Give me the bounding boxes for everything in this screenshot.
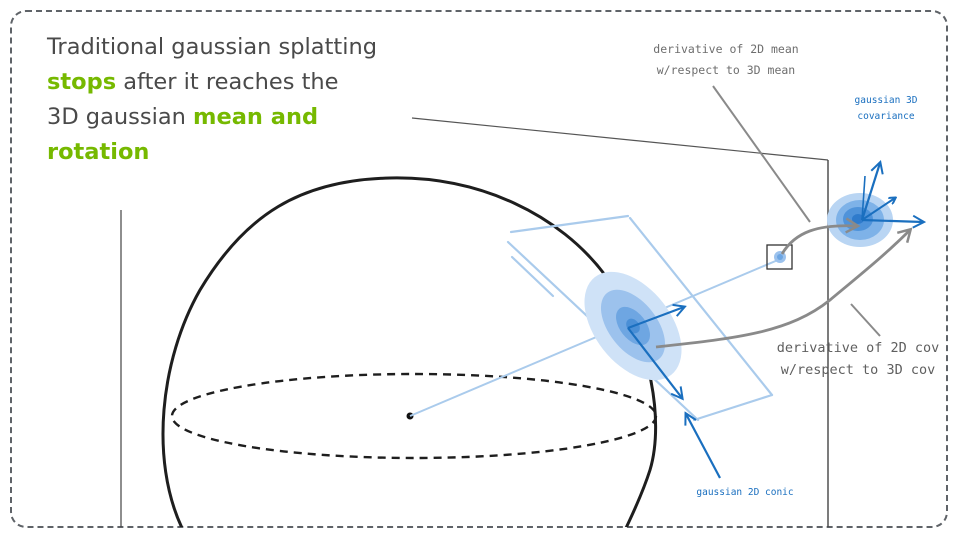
cov-derivative-label-line2: w/respect to 3D cov: [781, 362, 935, 378]
mean-derivative-label-line1: derivative of 2D mean: [653, 42, 798, 56]
dashed-frame: [10, 10, 948, 528]
mean-derivative-leader: [712, 85, 811, 223]
conic-label: gaussian 2D conic: [696, 487, 793, 498]
conic-label-arrow: [686, 414, 721, 479]
cov3d-label-line2: covariance: [857, 111, 914, 122]
headline-part-1: Traditional gaussian splatting: [47, 34, 378, 60]
mean-2d-dot-core: [777, 254, 783, 260]
cov-derivative-label-line1: derivative of 2D cov: [777, 340, 940, 356]
sphere-outline: [161, 176, 658, 527]
sphere-equator: [170, 372, 658, 460]
conic-axis-up: [627, 307, 684, 330]
mean-derivative-label-line2: w/respect to 3D mean: [657, 63, 795, 77]
cov3d-label-line1: gaussian 3D: [855, 95, 918, 106]
conic-axis-down: [627, 327, 682, 398]
headline-part-2: after it reaches the 3D gaussian: [47, 69, 339, 130]
cov-derivative-leader: [850, 303, 881, 337]
cov-gradient-arrow: [655, 230, 910, 349]
cov3d-axis-small: [861, 175, 866, 221]
headline-highlight-mean-rotation: mean and rotation: [47, 104, 319, 165]
headline-text: Traditional gaussian splatting stops aft…: [47, 30, 377, 170]
cov3d-axis-right: [861, 220, 923, 222]
headline-highlight-stops: stops: [47, 69, 117, 95]
mean-gradient-arrow: [780, 226, 857, 255]
cov3d-axis-up: [860, 163, 880, 221]
mean-2d-box: [766, 244, 793, 270]
cov3d-axis-diag: [861, 198, 895, 221]
image-plane-top-line: [411, 117, 829, 161]
